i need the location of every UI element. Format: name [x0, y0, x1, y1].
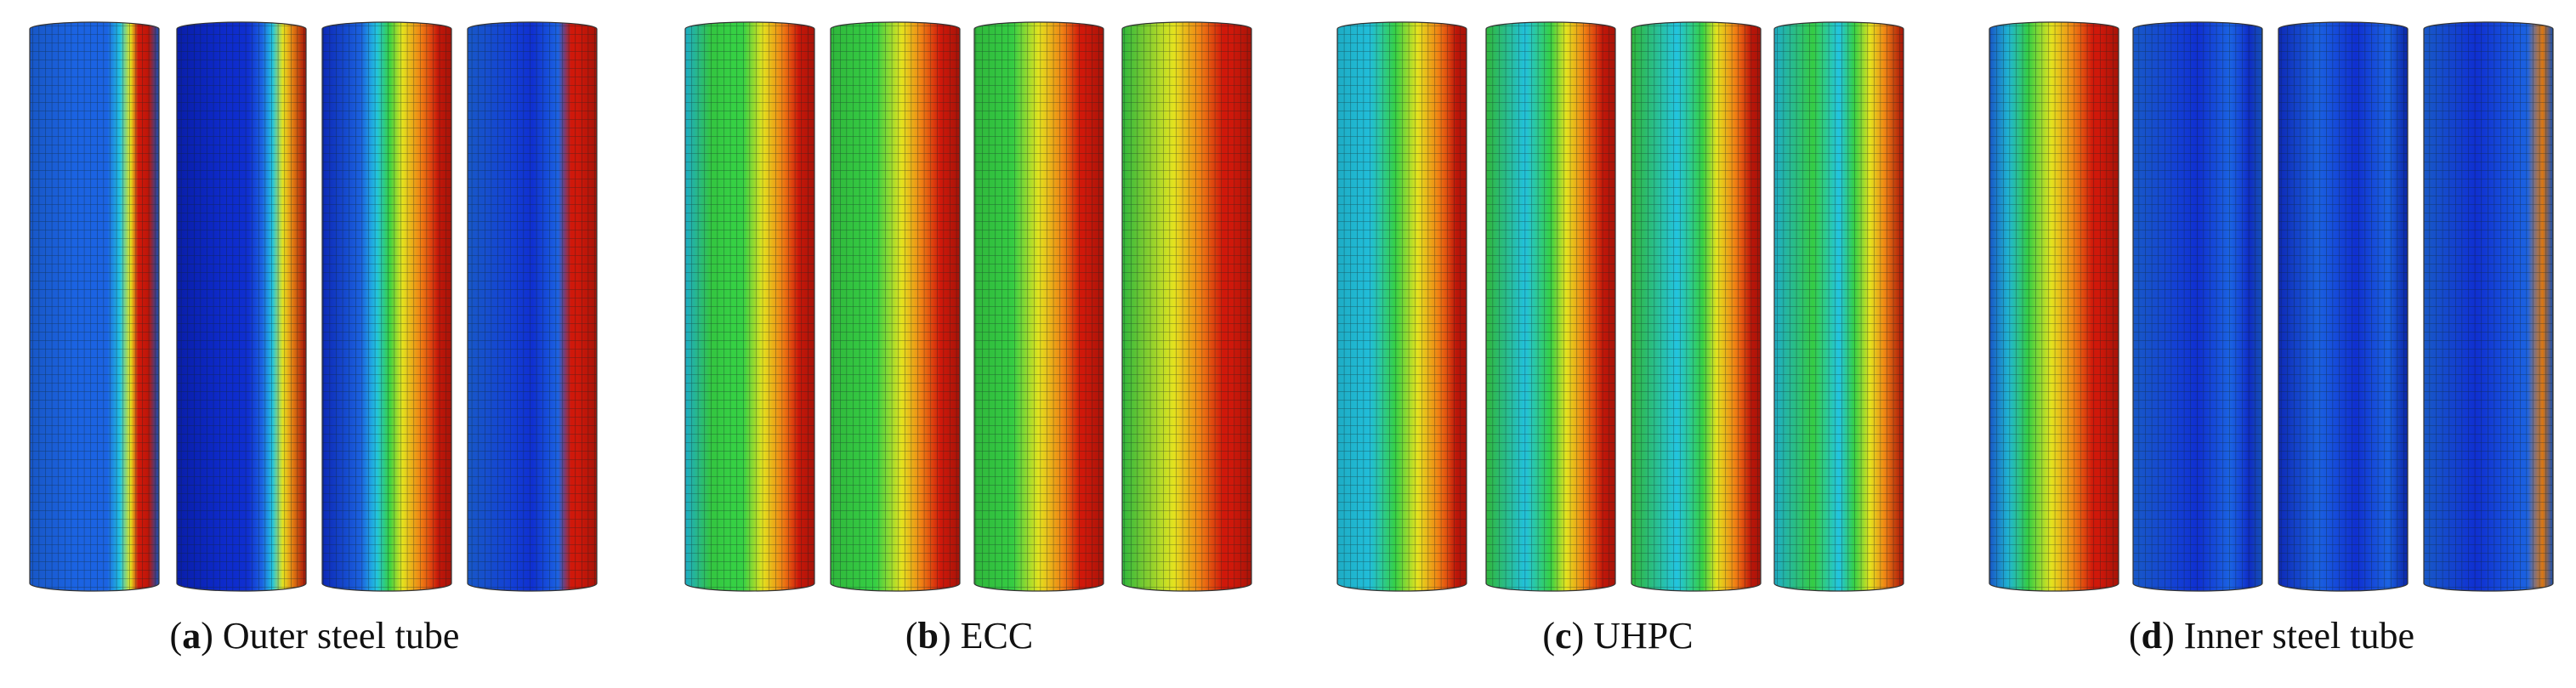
cylinder [684, 21, 815, 592]
cylinder [1773, 21, 1904, 592]
caption-open: ( [905, 615, 918, 657]
contour-plots [29, 21, 2554, 592]
caption: (c) UHPC [1542, 615, 1693, 657]
cylinder-mesh [1486, 22, 1615, 591]
caption-text: ECC [961, 615, 1034, 657]
cylinder [1121, 21, 1252, 592]
caption-text: Inner steel tube [2184, 615, 2414, 657]
cylinder-outline [321, 21, 452, 592]
cylinder [2423, 21, 2554, 592]
cylinder-outline [973, 21, 1104, 592]
cylinder-outline [467, 21, 598, 592]
caption: (d) Inner steel tube [2129, 615, 2414, 657]
caption-letter: c [1555, 615, 1572, 657]
cylinder-mesh [1122, 22, 1251, 591]
caption-open: ( [170, 615, 183, 657]
caption: (b) ECC [905, 615, 1033, 657]
cylinder-outline [2132, 21, 2263, 592]
cylinder-mesh [1337, 22, 1467, 591]
cylinder [830, 21, 961, 592]
cylinder-mesh [2424, 22, 2553, 591]
cylinder-outline [176, 21, 307, 592]
cylinder [1336, 21, 1467, 592]
caption-close: ) [1572, 615, 1585, 657]
cylinder-mesh [1631, 22, 1761, 591]
cylinder-outline [1485, 21, 1616, 592]
caption-text: Outer steel tube [223, 615, 460, 657]
cylinder [1485, 21, 1616, 592]
caption-close: ) [2162, 615, 2175, 657]
cylinder-mesh [177, 22, 306, 591]
cylinder-outline [1631, 21, 1762, 592]
cylinder [2278, 21, 2409, 592]
cylinder-outline [2278, 21, 2409, 592]
cylinder-mesh [2133, 22, 2262, 591]
cylinder-mesh [685, 22, 814, 591]
cylinder [176, 21, 307, 592]
cylinder [1989, 21, 2119, 592]
cylinder-outline [684, 21, 815, 592]
caption-open: ( [1542, 615, 1555, 657]
cylinder [321, 21, 452, 592]
cylinder-outline [1336, 21, 1467, 592]
cylinder [973, 21, 1104, 592]
cylinder-mesh [974, 22, 1104, 591]
caption-close: ) [201, 615, 213, 657]
caption-open: ( [2129, 615, 2142, 657]
caption-text: UHPC [1593, 615, 1693, 657]
caption-letter: a [182, 615, 201, 657]
cylinder-outline [1773, 21, 1904, 592]
cylinder-outline [29, 21, 160, 592]
cylinder-outline [1121, 21, 1252, 592]
cylinder-mesh [30, 22, 159, 591]
cylinder-mesh [322, 22, 451, 591]
cylinder-outline [830, 21, 961, 592]
cylinder-outline [2423, 21, 2554, 592]
caption: (a) Outer steel tube [170, 615, 460, 657]
cylinder-mesh [1774, 22, 1904, 591]
cylinder [29, 21, 160, 592]
cylinder [2132, 21, 2263, 592]
caption-letter: d [2142, 615, 2162, 657]
cylinder-mesh [831, 22, 960, 591]
cylinder [1631, 21, 1762, 592]
cylinder [467, 21, 598, 592]
cylinder-mesh [1989, 22, 2119, 591]
cylinder-mesh [468, 22, 597, 591]
captions: (a) Outer steel tube (b) ECC (c) UHPC (d) Inner… [170, 615, 2414, 657]
cylinder-outline [1989, 21, 2119, 592]
caption-close: ) [939, 615, 951, 657]
cylinder-mesh [2278, 22, 2408, 591]
caption-letter: b [917, 615, 938, 657]
